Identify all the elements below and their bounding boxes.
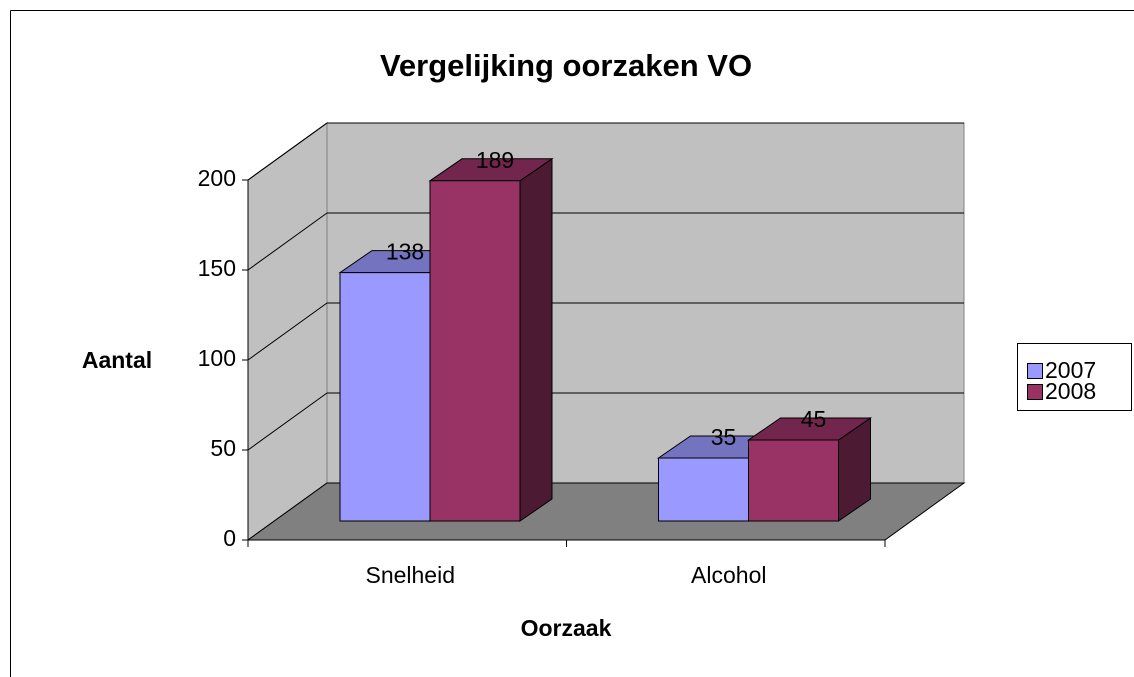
chart-title: Vergelijking oorzaken VO [380,48,752,83]
legend-label: 2008 [1045,378,1096,404]
grid-line [247,392,328,451]
bar [746,417,873,522]
x-tick-label: Alcohol [691,562,766,588]
bar-front [339,272,431,522]
grid-line [247,302,328,361]
y-tick-label: 50 [210,435,236,461]
legend-swatch [1027,363,1043,379]
x-axis-label: Oorzaak [521,615,612,641]
x-tick-label: Snelheid [365,562,455,588]
bar-side [519,157,553,522]
y-axis-label: Aantal [82,347,152,373]
bar [428,157,554,522]
y-tick-label: 0 [223,525,236,551]
grid-line [247,212,328,271]
y-tick-label: 150 [198,255,236,281]
grid-line [247,122,328,181]
y-tick-label: 100 [198,345,236,371]
legend-swatch [1027,384,1043,400]
data-label: 138 [386,239,424,265]
bar-front [658,457,749,522]
bar-front [429,180,521,522]
data-label: 35 [711,424,737,450]
data-label: 189 [476,147,514,173]
bar-front [748,439,839,522]
legend-label: 2007 [1045,357,1096,383]
data-label: 45 [801,406,827,432]
y-tick-label: 200 [198,165,236,191]
